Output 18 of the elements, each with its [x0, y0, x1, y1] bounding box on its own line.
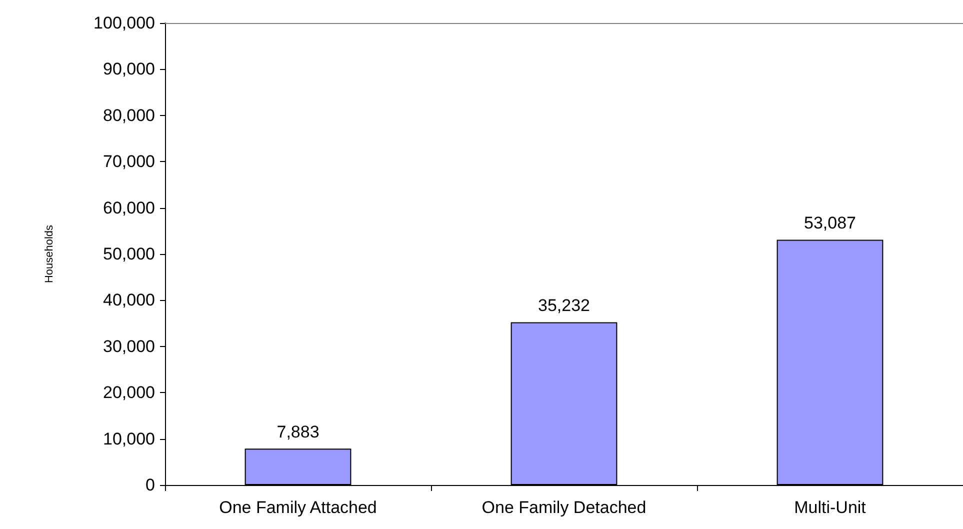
y-tick-label: 10,000: [103, 429, 155, 448]
x-tick-label: One Family Detached: [482, 498, 646, 517]
y-tick-label: 80,000: [103, 106, 155, 125]
y-axis-title: Households: [44, 224, 56, 284]
x-tick-label: One Family Attached: [219, 498, 377, 517]
y-tick-label: 30,000: [103, 336, 155, 356]
y-tick-label: 70,000: [103, 152, 155, 172]
data-label: 53,087: [804, 214, 856, 233]
y-tick-label: 20,000: [103, 383, 155, 402]
y-tick-label: 100,000: [94, 14, 155, 32]
y-tick-label: 0: [146, 476, 155, 494]
y-tick-label: 60,000: [103, 198, 155, 218]
y-tick-label: 50,000: [103, 244, 155, 264]
x-tick-label: Multi-Unit: [794, 498, 866, 517]
y-tick-label: 90,000: [103, 60, 155, 79]
data-label: 7,883: [276, 422, 320, 442]
data-label: 35,232: [538, 296, 590, 316]
y-tick-label: 40,000: [103, 290, 155, 310]
